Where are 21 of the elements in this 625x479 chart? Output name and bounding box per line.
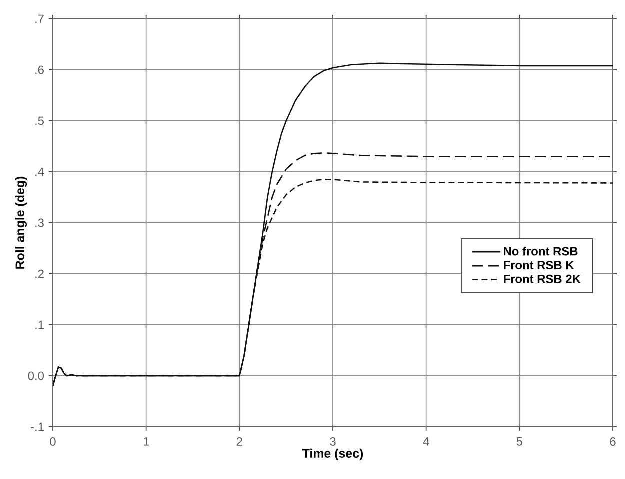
x-tick-label: 1 xyxy=(144,438,150,446)
x-tick-label: 3 xyxy=(330,438,336,446)
y-tick-label: -.1 xyxy=(31,422,44,432)
y-tick-label: .7 xyxy=(36,14,44,24)
x-tick-label: 0 xyxy=(50,438,56,446)
y-tick-label: .1 xyxy=(36,320,44,330)
x-tick-label: 4 xyxy=(423,438,430,446)
x-axis-title: Time (sec) xyxy=(302,448,364,460)
legend-label: Front RSB 2K xyxy=(504,274,581,284)
y-tick-label: .3 xyxy=(36,218,44,228)
y-axis-title: Roll angle (deg) xyxy=(15,176,28,269)
y-tick-label: .2 xyxy=(36,270,44,278)
y-tick-label: .5 xyxy=(36,116,44,126)
y-tick-label: 0.0 xyxy=(28,372,44,380)
x-tick-label: 6 xyxy=(610,438,616,446)
legend-label: Front RSB K xyxy=(504,261,574,270)
y-tick-label: .4 xyxy=(36,168,44,176)
x-tick-label: 5 xyxy=(516,438,522,446)
y-tick-label: .6 xyxy=(36,66,44,74)
legend-label: No front RSB xyxy=(504,246,578,256)
x-tick-label: 2 xyxy=(236,438,242,446)
